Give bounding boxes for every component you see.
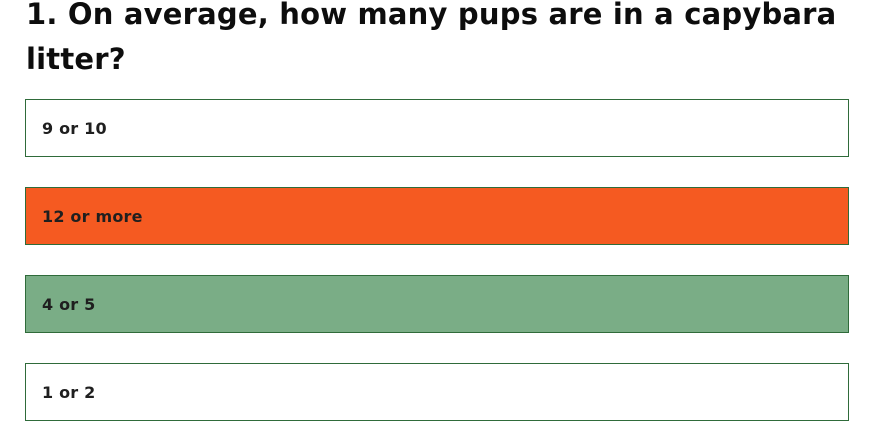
answer-option-label: 9 or 10 — [42, 118, 107, 138]
answer-option-label: 1 or 2 — [42, 382, 96, 402]
answer-option-label: 4 or 5 — [42, 294, 96, 314]
answer-option-1-or-2[interactable]: 1 or 2 — [25, 363, 849, 421]
answer-option-4-or-5[interactable]: 4 or 5 — [25, 275, 849, 333]
question-title: 1. On average, how many pups are in a ca… — [26, 0, 837, 76]
answer-option-12-or-more[interactable]: 12 or more — [25, 187, 849, 245]
answer-option-label: 12 or more — [42, 206, 143, 226]
answer-option-9-or-10[interactable]: 9 or 10 — [25, 99, 849, 157]
answer-options: 9 or 10 12 or more 4 or 5 1 or 2 — [25, 99, 849, 438]
